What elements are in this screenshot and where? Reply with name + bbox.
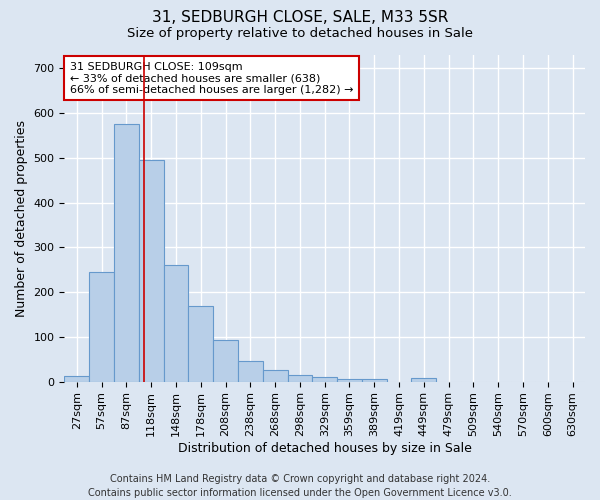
Bar xyxy=(263,370,287,382)
Bar xyxy=(188,306,213,382)
Bar xyxy=(114,124,139,382)
Bar xyxy=(362,380,386,382)
Text: 31, SEDBURGH CLOSE, SALE, M33 5SR: 31, SEDBURGH CLOSE, SALE, M33 5SR xyxy=(152,10,448,25)
Bar xyxy=(64,376,89,382)
X-axis label: Distribution of detached houses by size in Sale: Distribution of detached houses by size … xyxy=(178,442,472,455)
Y-axis label: Number of detached properties: Number of detached properties xyxy=(15,120,28,317)
Bar xyxy=(238,360,263,382)
Text: Size of property relative to detached houses in Sale: Size of property relative to detached ho… xyxy=(127,28,473,40)
Bar xyxy=(287,376,313,382)
Bar xyxy=(89,272,114,382)
Bar xyxy=(139,160,164,382)
Bar xyxy=(213,340,238,382)
Bar xyxy=(412,378,436,382)
Text: Contains HM Land Registry data © Crown copyright and database right 2024.
Contai: Contains HM Land Registry data © Crown c… xyxy=(88,474,512,498)
Text: 31 SEDBURGH CLOSE: 109sqm
← 33% of detached houses are smaller (638)
66% of semi: 31 SEDBURGH CLOSE: 109sqm ← 33% of detac… xyxy=(70,62,353,94)
Bar xyxy=(313,377,337,382)
Bar xyxy=(164,266,188,382)
Bar xyxy=(337,379,362,382)
